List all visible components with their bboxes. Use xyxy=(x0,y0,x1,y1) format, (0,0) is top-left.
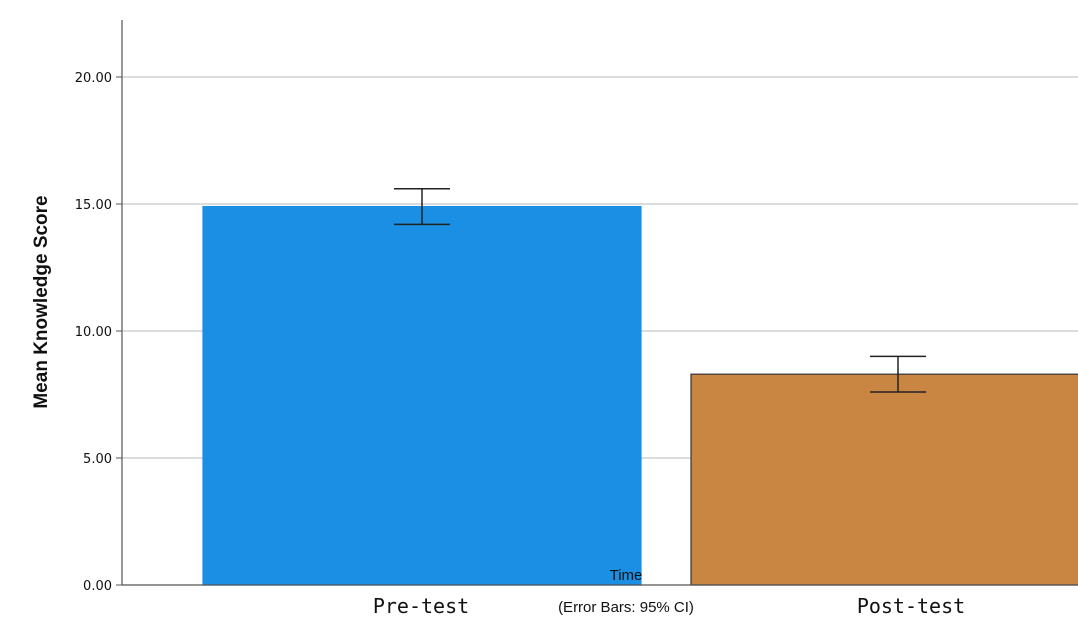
y-axis-title: Mean Knowledge Score xyxy=(31,195,52,408)
error-bar-pre-test xyxy=(394,188,450,226)
x-category-label: Pre-test xyxy=(373,594,469,618)
y-tick-label: 0.00 xyxy=(83,579,112,594)
y-tick-labels: 0.00 5.00 10.00 15.00 20.00 xyxy=(75,71,122,594)
bars xyxy=(202,205,1078,586)
x-category-labels: Pre-test Post-test xyxy=(373,594,965,618)
x-category-label: Post-test xyxy=(857,594,965,618)
y-tick-label: 5.00 xyxy=(83,452,112,467)
y-tick-label: 10.00 xyxy=(75,325,112,340)
y-tick-label: 20.00 xyxy=(75,71,112,86)
bar-post-test xyxy=(690,373,1078,586)
error-bars xyxy=(394,188,926,393)
y-tick-label: 15.00 xyxy=(75,198,112,213)
x-axis-title: Time xyxy=(610,567,643,584)
bar-pre-test xyxy=(202,205,642,586)
error-bars-note: (Error Bars: 95% CI) xyxy=(558,599,694,616)
error-bar-post-test xyxy=(870,355,926,393)
